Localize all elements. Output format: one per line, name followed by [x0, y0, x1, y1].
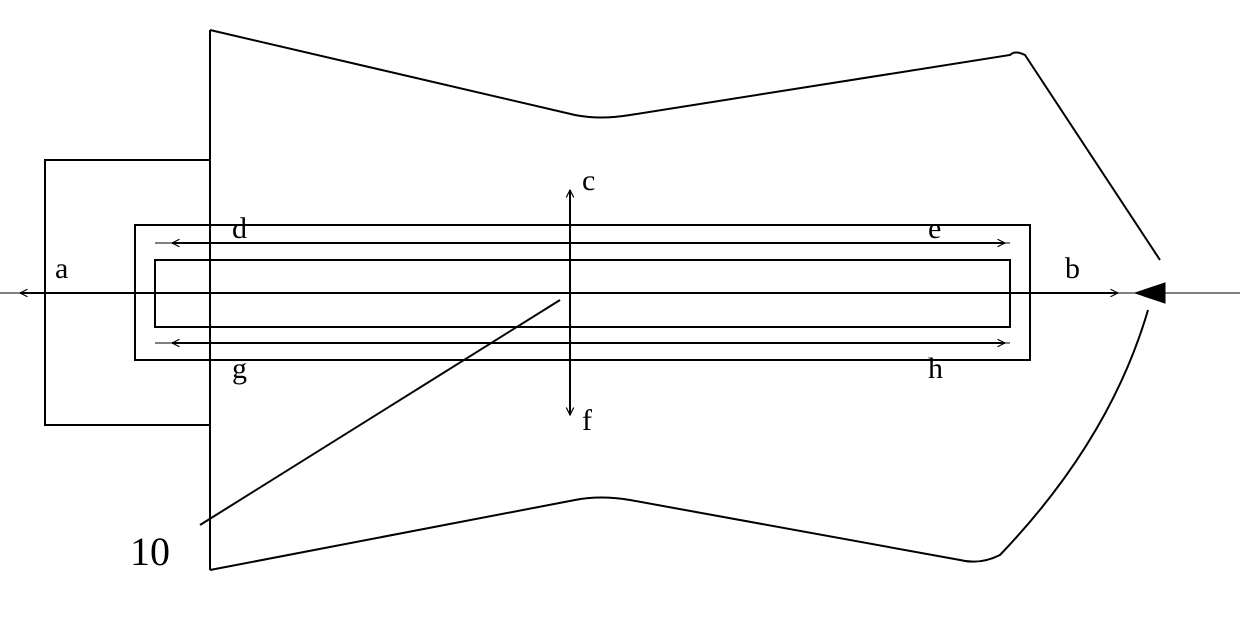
label-h: h	[928, 352, 943, 385]
callout-label: 10	[130, 529, 170, 574]
label-b: b	[1065, 252, 1080, 285]
label-e: e	[928, 212, 941, 245]
label-f: f	[582, 404, 592, 437]
view-direction-icon	[1135, 283, 1165, 303]
callout-leader	[200, 300, 560, 525]
housing-outline-bottom	[210, 310, 1148, 570]
label-g: g	[232, 352, 247, 385]
label-a: a	[55, 252, 68, 285]
label-d: d	[232, 212, 247, 245]
label-c: c	[582, 164, 595, 197]
